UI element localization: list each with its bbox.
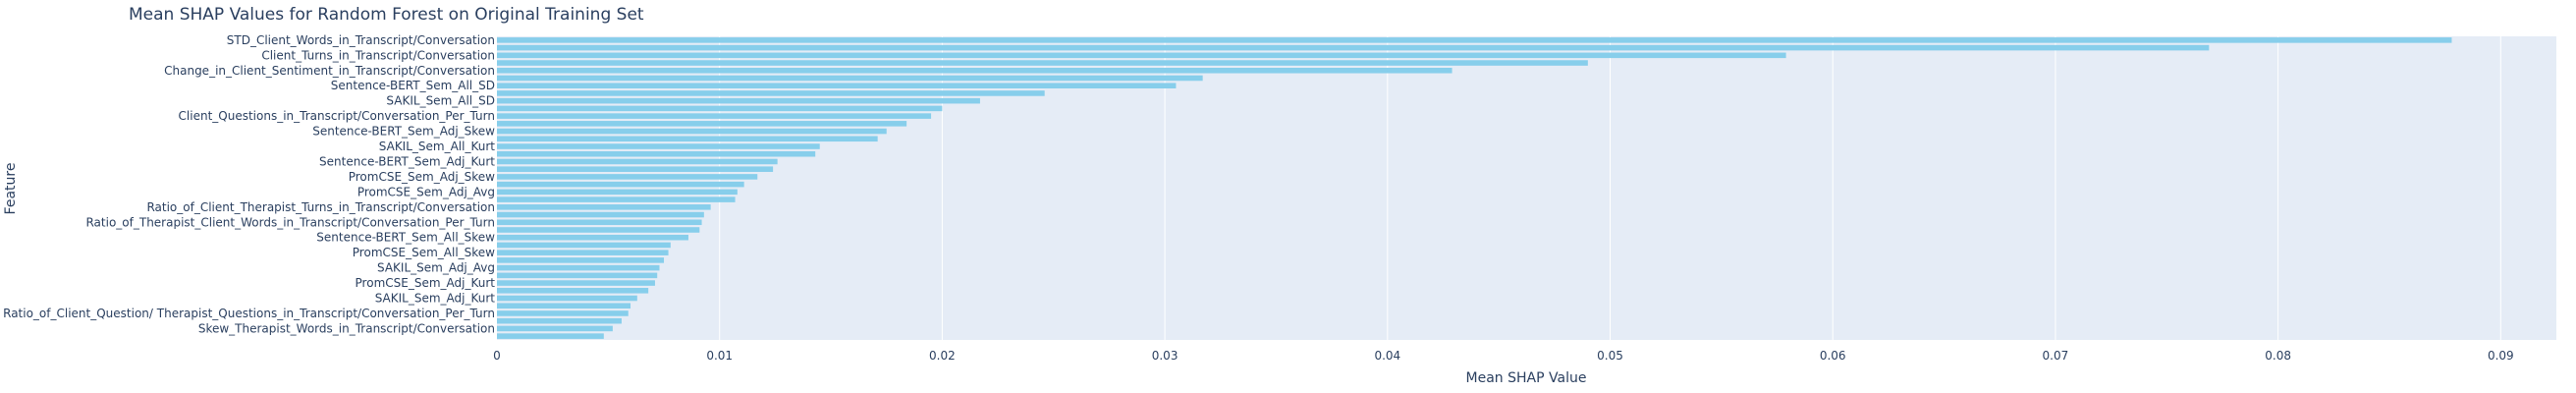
x-axis-title: Mean SHAP Value [1466, 370, 1587, 386]
x-tick-label: 0 [493, 349, 501, 363]
bar [497, 136, 878, 142]
x-tick-label: 0.02 [929, 349, 956, 363]
bar [497, 97, 980, 104]
bar [497, 150, 816, 157]
bar [497, 317, 622, 324]
category-label: Change_in_Client_Sentiment_in_Transcript… [164, 64, 495, 78]
bar [497, 181, 744, 188]
bar [497, 264, 660, 271]
x-tick-label: 0.09 [2488, 349, 2514, 363]
x-tick-label: 0.05 [1597, 349, 1623, 363]
bar [497, 257, 665, 263]
bar [497, 204, 711, 210]
category-label: PromCSE_Sem_All_Skew [353, 246, 495, 259]
category-label: Ratio_of_Client_Question/ Therapist_Ques… [3, 307, 495, 320]
category-label: Sentence-BERT_Sem_Adj_Skew [312, 125, 495, 139]
x-tick-label: 0.08 [2265, 349, 2291, 363]
bar [497, 303, 631, 309]
category-label: SAKIL_Sem_Adj_Avg [377, 261, 495, 275]
bar [497, 75, 1203, 82]
bar [497, 67, 1452, 74]
category-label: Sentence-BERT_Sem_Adj_Kurt [319, 154, 495, 168]
bar [497, 227, 700, 233]
x-tick-label: 0.07 [2043, 349, 2069, 363]
category-label: Ratio_of_Therapist_Client_Words_in_Trans… [85, 215, 495, 229]
y-axis-title: Feature [3, 163, 19, 215]
bar [497, 113, 932, 119]
bar [497, 250, 669, 255]
bar [497, 83, 1177, 88]
bar [497, 166, 774, 172]
bar [497, 52, 1786, 59]
x-tick-labels: 0 0.01 0.02 0.03 0.04 0.05 0.06 0.07 0.08 0.09 [493, 349, 2514, 363]
bar [497, 44, 2210, 51]
bar [497, 121, 907, 127]
category-label: SAKIL_Sem_All_Kurt [379, 140, 496, 153]
bar [497, 272, 658, 279]
x-tick-label: 0.04 [1374, 349, 1400, 363]
bar [497, 60, 1588, 66]
bar [497, 143, 820, 149]
x-tick-label: 0.06 [1820, 349, 1846, 363]
category-label: Sentence-BERT_Sem_All_SD [331, 79, 495, 92]
x-tick-label: 0.01 [706, 349, 733, 363]
bar [497, 325, 613, 332]
bar [497, 158, 778, 165]
category-label: Client_Turns_in_Transcript/Conversation [261, 48, 495, 62]
category-label: PromCSE_Sem_Adj_Skew [349, 170, 495, 184]
bar [497, 295, 637, 302]
category-label: Ratio_of_Client_Therapist_Turns_in_Trans… [146, 200, 495, 214]
bar [497, 37, 2452, 43]
bar [497, 219, 702, 226]
bar [497, 196, 736, 202]
category-label: SAKIL_Sem_All_SD [386, 94, 495, 108]
bar [497, 333, 604, 339]
bar [497, 242, 671, 249]
bar [497, 189, 738, 196]
bar [497, 90, 1045, 96]
chart-title: Mean SHAP Values for Random Forest on Or… [129, 5, 644, 25]
plot-area [497, 36, 2556, 340]
bar [497, 234, 688, 241]
bar [497, 288, 649, 294]
bar [497, 105, 943, 112]
category-label: PromCSE_Sem_Adj_Avg [357, 185, 495, 198]
category-labels: STD_Client_Words_in_Transcript/Conversat… [3, 33, 495, 336]
bar [497, 310, 629, 316]
bars [497, 37, 2452, 339]
category-label: PromCSE_Sem_Adj_Kurt [356, 276, 496, 290]
category-label: Skew_Therapist_Words_in_Transcript/Conve… [198, 321, 495, 335]
x-tick-label: 0.03 [1152, 349, 1178, 363]
category-label: STD_Client_Words_in_Transcript/Conversat… [227, 33, 495, 47]
bar [497, 174, 758, 180]
category-label: SAKIL_Sem_Adj_Kurt [375, 292, 496, 306]
bar [497, 280, 655, 286]
category-label: Client_Questions_in_Transcript/Conversat… [179, 109, 495, 123]
bar [497, 211, 704, 218]
category-label: Sentence-BERT_Sem_All_Skew [316, 231, 495, 245]
bar [497, 128, 887, 135]
